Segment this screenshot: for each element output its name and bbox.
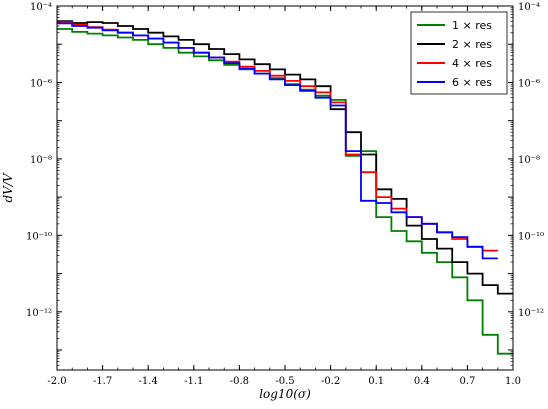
y-tick-label-right: 10⁻⁶ — [518, 78, 540, 89]
y-tick-label-right: 10⁻¹⁰ — [518, 231, 544, 242]
x-axis-label: log10(σ) — [259, 387, 311, 401]
y-tick-label: 10⁻⁴ — [30, 2, 52, 13]
legend-label-1: 1 × res — [452, 19, 492, 32]
series-line-2 — [57, 20, 513, 295]
y-tick-label: 10⁻⁶ — [30, 78, 52, 89]
y-tick-label-right: 10⁻⁴ — [518, 2, 540, 13]
x-tick-label: 0.1 — [368, 376, 384, 387]
y-tick-label: 10⁻⁸ — [30, 155, 52, 166]
x-tick-label: -1.1 — [184, 376, 203, 387]
x-tick-label: -1.4 — [139, 376, 158, 387]
x-tick-label: -1.7 — [93, 376, 112, 387]
x-tick-label: 1.0 — [505, 376, 521, 387]
x-tick-label: -0.2 — [321, 376, 340, 387]
x-tick-label: -2.0 — [47, 376, 66, 387]
x-tick-label: -0.8 — [230, 376, 249, 387]
y-tick-label: 10⁻¹² — [26, 308, 52, 319]
series-line-4 — [57, 22, 498, 260]
axes: -2.0 -1.7 -1.4 -1.1 -0.8 -0.5 -0.2 0.1 0.4 0.7 1.0… — [26, 2, 544, 387]
y-tick-label-right: 10⁻⁸ — [518, 155, 540, 166]
legend: 1 × res 2 × res 4 × res 6 × res — [410, 11, 508, 95]
y-axis-label: dV/V — [1, 172, 15, 202]
x-tick-label: 0.7 — [459, 376, 475, 387]
legend-label-4: 6 × res — [452, 76, 492, 89]
plot-area — [57, 20, 513, 355]
y-tick-label-right: 10⁻¹² — [518, 308, 544, 319]
x-tick-label: 0.4 — [414, 376, 430, 387]
legend-label-3: 4 × res — [452, 57, 492, 70]
y-tick-label: 10⁻¹⁰ — [26, 231, 52, 242]
x-tick-label: -0.5 — [275, 376, 294, 387]
legend-label-2: 2 × res — [452, 38, 492, 51]
